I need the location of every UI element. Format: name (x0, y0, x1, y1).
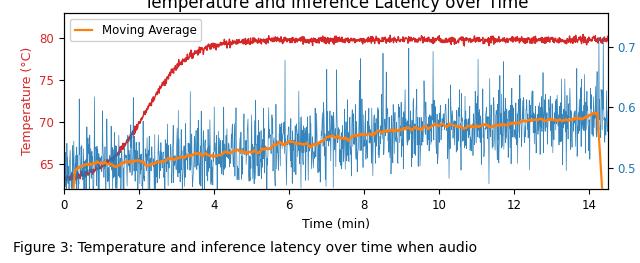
Moving Average (291, 141, 299, 144)
Moving Average (124, 161, 132, 164)
Moving Average (102, 162, 110, 165)
Line: Moving Average: Moving Average (64, 113, 608, 263)
Moving Average (589, 111, 597, 114)
X-axis label: Time (min): Time (min) (302, 218, 370, 231)
Moving Average (312, 144, 320, 147)
Legend: Moving Average: Moving Average (70, 19, 202, 42)
Text: Figure 3: Temperature and inference latency over time when audio: Figure 3: Temperature and inference late… (13, 241, 477, 255)
Y-axis label: Temperature (°C): Temperature (°C) (21, 47, 34, 155)
Title: Temperature and Inference Latency over Time: Temperature and Inference Latency over T… (144, 0, 528, 12)
Moving Average (302, 142, 310, 145)
Moving Average (370, 133, 378, 136)
